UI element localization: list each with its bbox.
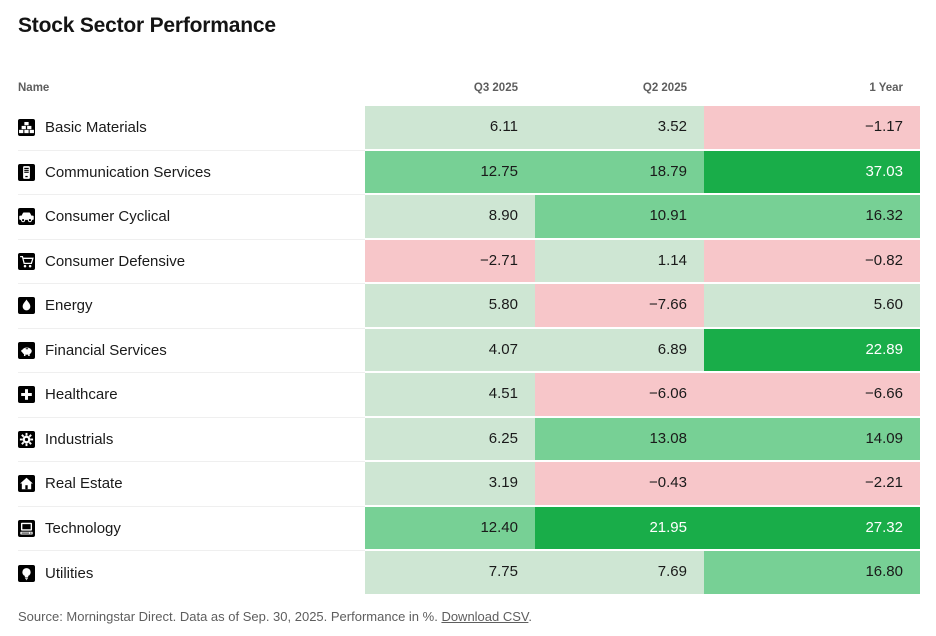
sector-name-cell: Consumer Cyclical (18, 195, 365, 240)
sector-name-cell: Utilities (18, 551, 365, 596)
value-cell: 3.19 (365, 462, 535, 505)
real-estate-icon (18, 475, 35, 493)
value-cell: −1.17 (704, 106, 920, 149)
sector-name-label: Financial Services (45, 341, 167, 359)
value-cell: −7.66 (535, 284, 704, 327)
value-cell: 3.52 (535, 106, 704, 149)
utilities-icon (18, 564, 35, 582)
sector-name-cell: Healthcare (18, 373, 365, 418)
table-row: Industrials 6.25 13.08 14.09 (18, 417, 920, 462)
basic-materials-icon (18, 119, 35, 137)
consumer-cyclical-icon (18, 208, 35, 226)
download-csv-link[interactable]: Download CSV (441, 608, 529, 624)
source-text: Source: Morningstar Direct. Data as of S… (18, 608, 442, 624)
communication-services-icon (18, 163, 35, 181)
value-cell: 12.40 (365, 506, 535, 549)
sector-name-label: Healthcare (45, 386, 118, 404)
industrials-icon (18, 430, 35, 448)
value-cell: −2.21 (704, 462, 920, 505)
table-row: Consumer Defensive −2.71 1.14 −0.82 (18, 239, 920, 284)
value-cell: 18.79 (535, 150, 704, 193)
sector-name-label: Consumer Defensive (45, 252, 186, 270)
value-cell: −6.06 (535, 373, 704, 416)
table-row: Energy 5.80 −7.66 5.60 (18, 284, 920, 329)
table-row: Healthcare 4.51 −6.06 −6.66 (18, 373, 920, 418)
table-row: Communication Services 12.75 18.79 37.03 (18, 150, 920, 195)
value-cell: 22.89 (704, 328, 920, 371)
page-title: Stock Sector Performance (18, 14, 276, 37)
column-header-q3-2025: Q3 2025 (473, 82, 518, 94)
value-cell: 21.95 (535, 506, 704, 549)
value-cell: 8.90 (365, 195, 535, 238)
sector-name-cell: Energy (18, 284, 365, 329)
value-cell: 27.32 (704, 506, 920, 549)
sector-name-label: Technology (45, 519, 121, 537)
column-header-q2-2025: Q2 2025 (642, 82, 687, 94)
value-cell: −0.82 (704, 239, 920, 282)
value-cell: 6.11 (365, 106, 535, 149)
table-row: Consumer Cyclical 8.90 10.91 16.32 (18, 195, 920, 240)
sector-name-cell: Consumer Defensive (18, 240, 365, 284)
energy-icon (18, 297, 35, 315)
value-cell: 5.60 (704, 284, 920, 327)
sector-name-cell: Communication Services (18, 151, 365, 195)
sector-name-cell: Technology (18, 507, 365, 551)
value-cell: 4.07 (365, 328, 535, 371)
sector-name-label: Utilities (45, 564, 94, 582)
table-row: Financial Services 4.07 6.89 22.89 (18, 328, 920, 373)
value-cell: 1.14 (535, 239, 704, 282)
sector-name-label: Energy (45, 297, 93, 315)
value-cell: −0.43 (535, 462, 704, 505)
value-cell: 7.69 (535, 551, 704, 594)
technology-icon (18, 519, 35, 537)
sector-performance-table: Name Q3 2025 Q2 2025 1 Year Basic Materi… (18, 80, 920, 596)
sector-name-cell: Basic Materials (18, 106, 365, 151)
column-header-1-year: 1 Year (869, 82, 903, 94)
healthcare-icon (18, 386, 35, 404)
value-cell: 16.80 (704, 551, 920, 594)
value-cell: 13.08 (535, 417, 704, 460)
value-cell: 16.32 (704, 195, 920, 238)
table-row: Technology 12.40 21.95 27.32 (18, 506, 920, 551)
table-row: Basic Materials 6.11 3.52 −1.17 (18, 106, 920, 151)
financial-services-icon (18, 341, 35, 359)
value-cell: 10.91 (535, 195, 704, 238)
source-text-period: . (528, 608, 533, 624)
sector-name-label: Consumer Cyclical (45, 208, 171, 226)
sector-name-label: Basic Materials (45, 119, 147, 137)
sector-name-label: Real Estate (45, 475, 123, 493)
column-header-name: Name (18, 82, 50, 94)
value-cell: −2.71 (365, 239, 535, 282)
table-header-row: Name Q3 2025 Q2 2025 1 Year (18, 80, 920, 96)
value-cell: −6.66 (704, 373, 920, 416)
sector-name-label: Industrials (45, 430, 114, 448)
value-cell: 37.03 (704, 150, 920, 193)
value-cell: 5.80 (365, 284, 535, 327)
value-cell: 4.51 (365, 373, 535, 416)
source-note: Source: Morningstar Direct. Data as of S… (18, 608, 920, 625)
consumer-defensive-icon (18, 252, 35, 270)
value-cell: 7.75 (365, 551, 535, 594)
sector-name-label: Communication Services (45, 163, 211, 181)
table-body: Basic Materials 6.11 3.52 −1.17 Communicatio… (18, 106, 920, 596)
table-row: Real Estate 3.19 −0.43 −2.21 (18, 462, 920, 507)
sector-name-cell: Financial Services (18, 329, 365, 373)
value-cell: 6.89 (535, 328, 704, 371)
value-cell: 12.75 (365, 150, 535, 193)
sector-name-cell: Industrials (18, 418, 365, 462)
value-cell: 6.25 (365, 417, 535, 460)
sector-name-cell: Real Estate (18, 462, 365, 507)
table-row: Utilities 7.75 7.69 16.80 (18, 551, 920, 596)
value-cell: 14.09 (704, 417, 920, 460)
